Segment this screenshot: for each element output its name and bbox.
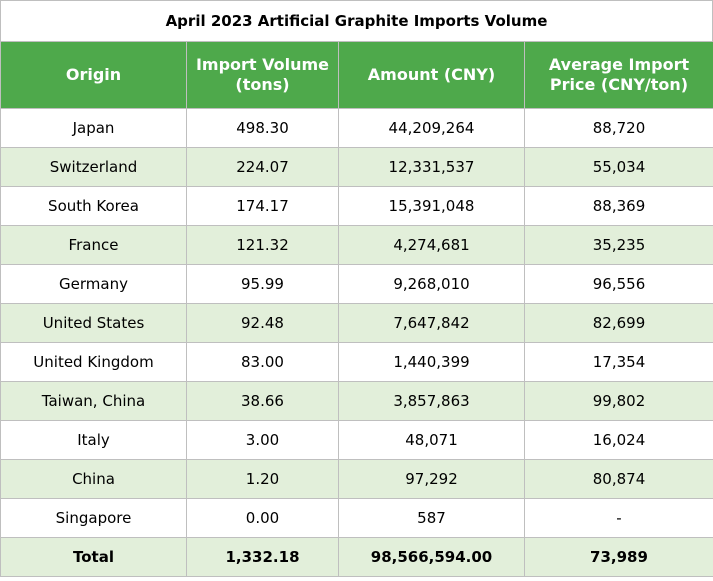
average-price-cell[interactable]: 16,024 <box>525 421 713 460</box>
table-header: Origin Import Volume (tons) Amount (CNY)… <box>1 42 713 109</box>
import-volume-cell[interactable]: 83.00 <box>187 343 339 382</box>
header-average-price-line2: Price (CNY/ton) <box>525 75 713 95</box>
table-row: Italy 3.00 48,071 16,024 <box>1 421 713 460</box>
header-amount-label: Amount (CNY) <box>368 65 495 84</box>
import-volume-cell[interactable]: 1.20 <box>187 460 339 499</box>
table-body: Japan 498.30 44,209,264 88,720 Switzerland 22… <box>1 109 713 538</box>
table-row: China 1.20 97,292 80,874 <box>1 460 713 499</box>
table-row: Japan 498.30 44,209,264 88,720 <box>1 109 713 148</box>
amount-cell[interactable]: 12,331,537 <box>339 148 525 187</box>
average-price-cell[interactable]: - <box>525 499 713 538</box>
amount-cell[interactable]: 1,440,399 <box>339 343 525 382</box>
table-row: Taiwan, China 38.66 3,857,863 99,802 <box>1 382 713 421</box>
header-origin: Origin <box>1 42 187 109</box>
amount-cell[interactable]: 4,274,681 <box>339 226 525 265</box>
amount-cell[interactable]: 3,857,863 <box>339 382 525 421</box>
import-volume-cell[interactable]: 3.00 <box>187 421 339 460</box>
origin-cell[interactable]: China <box>1 460 187 499</box>
table-title: April 2023 Artificial Graphite Imports V… <box>0 0 713 41</box>
amount-cell[interactable]: 48,071 <box>339 421 525 460</box>
header-import-volume-line2: (tons) <box>187 75 338 95</box>
table-row: United States 92.48 7,647,842 82,699 <box>1 304 713 343</box>
import-volume-cell[interactable]: 224.07 <box>187 148 339 187</box>
origin-cell[interactable]: Switzerland <box>1 148 187 187</box>
average-price-cell[interactable]: 80,874 <box>525 460 713 499</box>
total-import-volume[interactable]: 1,332.18 <box>187 538 339 577</box>
total-average-price[interactable]: 73,989 <box>525 538 713 577</box>
amount-cell[interactable]: 7,647,842 <box>339 304 525 343</box>
origin-cell[interactable]: Singapore <box>1 499 187 538</box>
average-price-cell[interactable]: 88,720 <box>525 109 713 148</box>
import-volume-cell[interactable]: 121.32 <box>187 226 339 265</box>
total-label[interactable]: Total <box>1 538 187 577</box>
header-amount: Amount (CNY) <box>339 42 525 109</box>
average-price-cell[interactable]: 17,354 <box>525 343 713 382</box>
import-volume-cell[interactable]: 498.30 <box>187 109 339 148</box>
origin-cell[interactable]: United States <box>1 304 187 343</box>
origin-cell[interactable]: Germany <box>1 265 187 304</box>
total-amount[interactable]: 98,566,594.00 <box>339 538 525 577</box>
import-volume-cell[interactable]: 38.66 <box>187 382 339 421</box>
header-import-volume: Import Volume (tons) <box>187 42 339 109</box>
amount-cell[interactable]: 44,209,264 <box>339 109 525 148</box>
origin-cell[interactable]: South Korea <box>1 187 187 226</box>
import-volume-cell[interactable]: 92.48 <box>187 304 339 343</box>
header-row: Origin Import Volume (tons) Amount (CNY)… <box>1 42 713 109</box>
table-row: Germany 95.99 9,268,010 96,556 <box>1 265 713 304</box>
import-volume-cell[interactable]: 0.00 <box>187 499 339 538</box>
header-import-volume-line1: Import Volume <box>187 55 338 75</box>
average-price-cell[interactable]: 55,034 <box>525 148 713 187</box>
import-volume-cell[interactable]: 174.17 <box>187 187 339 226</box>
amount-cell[interactable]: 15,391,048 <box>339 187 525 226</box>
origin-cell[interactable]: Italy <box>1 421 187 460</box>
amount-cell[interactable]: 9,268,010 <box>339 265 525 304</box>
origin-cell[interactable]: Taiwan, China <box>1 382 187 421</box>
table-row: Singapore 0.00 587- <box>1 499 713 538</box>
origin-cell[interactable]: Japan <box>1 109 187 148</box>
header-average-price: Average Import Price (CNY/ton) <box>525 42 713 109</box>
header-average-price-line1: Average Import <box>525 55 713 75</box>
average-price-cell[interactable]: 96,556 <box>525 265 713 304</box>
table-row: Switzerland 224.07 12,331,537 55,034 <box>1 148 713 187</box>
table-row: United Kingdom 83.00 1,440,399 17,354 <box>1 343 713 382</box>
average-price-cell[interactable]: 82,699 <box>525 304 713 343</box>
origin-cell[interactable]: France <box>1 226 187 265</box>
amount-cell[interactable]: 97,292 <box>339 460 525 499</box>
average-price-cell[interactable]: 35,235 <box>525 226 713 265</box>
average-price-cell[interactable]: 88,369 <box>525 187 713 226</box>
imports-table: Origin Import Volume (tons) Amount (CNY)… <box>0 41 713 577</box>
total-row: Total 1,332.18 98,566,594.00 73,989 <box>1 538 713 577</box>
origin-cell[interactable]: United Kingdom <box>1 343 187 382</box>
amount-cell[interactable]: 587 <box>339 499 525 538</box>
table-footer: Total 1,332.18 98,566,594.00 73,989 <box>1 538 713 577</box>
import-volume-cell[interactable]: 95.99 <box>187 265 339 304</box>
table-row: France 121.32 4,274,681 35,235 <box>1 226 713 265</box>
average-price-cell[interactable]: 99,802 <box>525 382 713 421</box>
table-row: South Korea 174.17 15,391,048 88,369 <box>1 187 713 226</box>
header-origin-label: Origin <box>66 65 121 84</box>
